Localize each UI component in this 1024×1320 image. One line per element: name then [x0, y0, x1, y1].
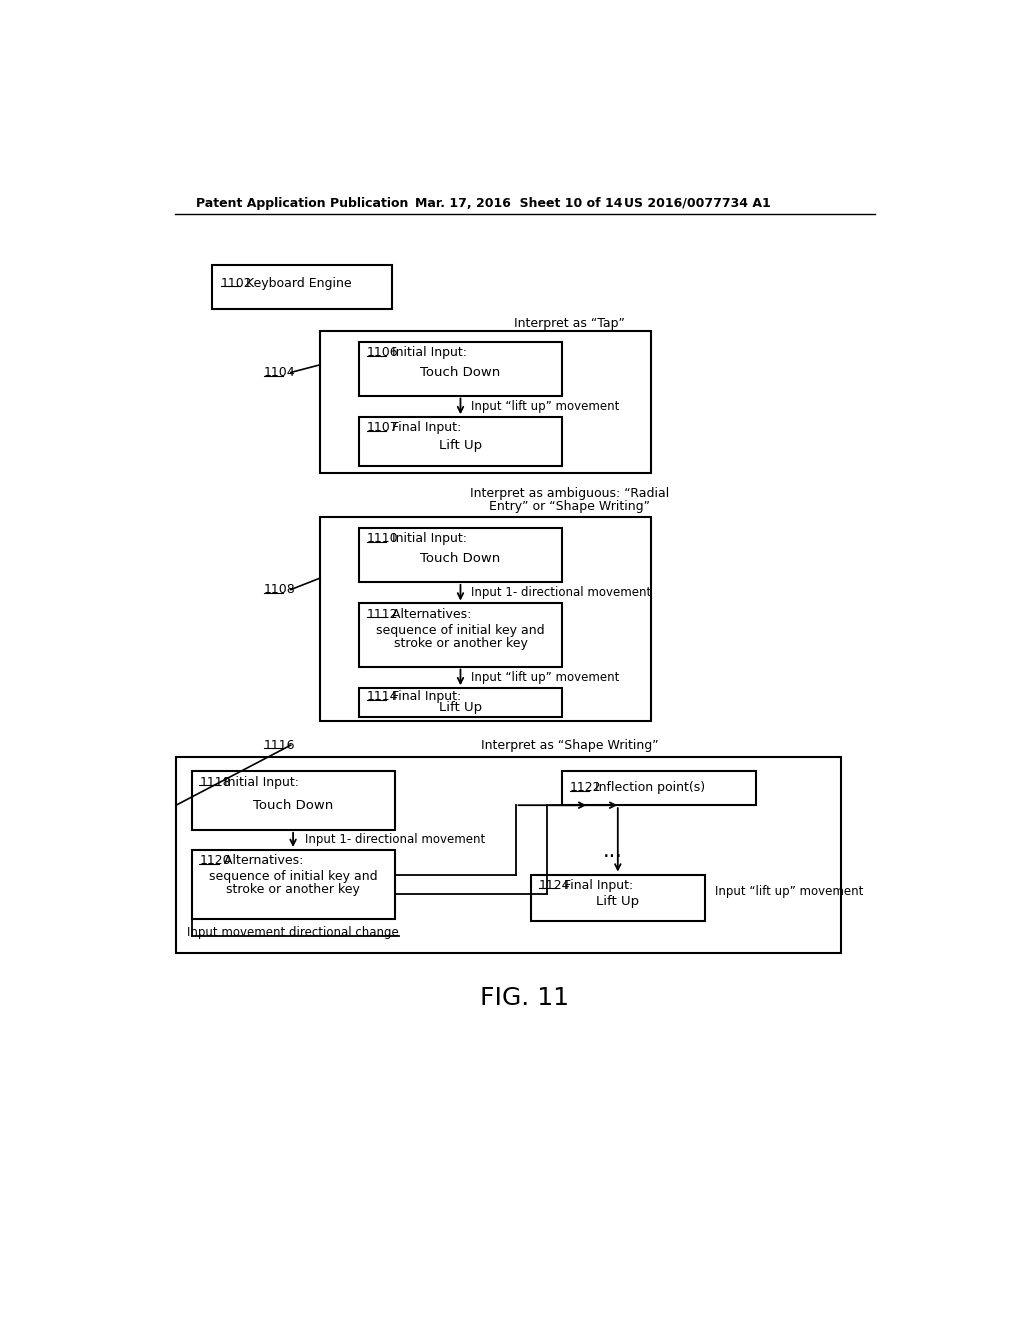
Text: 1108: 1108 — [263, 583, 295, 597]
Bar — [191, 771, 395, 830]
Text: 1114: 1114 — [367, 690, 398, 704]
Text: US 2016/0077734 A1: US 2016/0077734 A1 — [624, 197, 771, 210]
Text: Inflection point(s): Inflection point(s) — [591, 781, 705, 795]
Bar — [212, 264, 391, 309]
Text: Input “lift up” movement: Input “lift up” movement — [471, 400, 620, 413]
Text: Touch Down: Touch Down — [420, 366, 501, 379]
Bar — [321, 517, 651, 721]
Bar — [359, 417, 562, 466]
Text: 1107: 1107 — [367, 421, 398, 434]
Text: Entry” or “Shape Writing”: Entry” or “Shape Writing” — [489, 500, 650, 513]
Text: Initial Input:: Initial Input: — [220, 776, 299, 788]
Text: Final Input:: Final Input: — [388, 690, 461, 704]
Text: Keyboard Engine: Keyboard Engine — [242, 277, 351, 289]
Text: Initial Input:: Initial Input: — [388, 346, 467, 359]
Text: Input “lift up” movement: Input “lift up” movement — [471, 671, 620, 684]
Text: 1110: 1110 — [367, 532, 398, 545]
Bar — [359, 603, 562, 667]
Text: Interpret as ambiguous: “Radial: Interpret as ambiguous: “Radial — [470, 487, 670, 500]
Bar — [191, 850, 395, 919]
Text: ...: ... — [602, 841, 623, 862]
Text: 1116: 1116 — [263, 739, 295, 751]
Text: 1120: 1120 — [200, 854, 231, 867]
Bar — [359, 528, 562, 582]
Text: Lift Up: Lift Up — [439, 440, 482, 453]
Text: 1124: 1124 — [539, 879, 570, 892]
Text: 1106: 1106 — [367, 346, 398, 359]
Text: 1118: 1118 — [200, 776, 231, 788]
Text: Touch Down: Touch Down — [253, 799, 333, 812]
Text: Touch Down: Touch Down — [420, 552, 501, 565]
Text: 1122: 1122 — [569, 781, 601, 795]
Text: 1112: 1112 — [367, 607, 398, 620]
Bar — [176, 758, 841, 953]
Text: Interpret as “Tap”: Interpret as “Tap” — [514, 317, 626, 330]
Bar — [531, 875, 706, 921]
Text: Lift Up: Lift Up — [596, 895, 639, 908]
Text: Initial Input:: Initial Input: — [388, 532, 467, 545]
Text: Mar. 17, 2016  Sheet 10 of 14: Mar. 17, 2016 Sheet 10 of 14 — [415, 197, 623, 210]
Text: stroke or another key: stroke or another key — [393, 638, 527, 649]
Text: Final Input:: Final Input: — [388, 421, 461, 434]
Text: sequence of initial key and: sequence of initial key and — [209, 870, 378, 883]
Text: Interpret as “Shape Writing”: Interpret as “Shape Writing” — [481, 739, 658, 751]
Bar — [359, 342, 562, 396]
Bar — [562, 771, 756, 805]
Text: Input movement directional change: Input movement directional change — [187, 925, 399, 939]
Text: Alternatives:: Alternatives: — [220, 854, 303, 867]
Text: Final Input:: Final Input: — [560, 879, 633, 892]
Bar — [359, 688, 562, 717]
Text: 1102: 1102 — [221, 277, 253, 289]
Text: FIG. 11: FIG. 11 — [480, 986, 569, 1010]
Text: Alternatives:: Alternatives: — [388, 607, 471, 620]
Text: Input “lift up” movement: Input “lift up” movement — [716, 884, 864, 898]
Text: 1104: 1104 — [263, 366, 295, 379]
Text: Input 1- directional movement: Input 1- directional movement — [305, 833, 485, 846]
Bar — [321, 331, 651, 473]
Text: Input 1- directional movement: Input 1- directional movement — [471, 586, 651, 599]
Text: Lift Up: Lift Up — [439, 701, 482, 714]
Text: stroke or another key: stroke or another key — [226, 883, 360, 896]
Text: sequence of initial key and: sequence of initial key and — [376, 624, 545, 638]
Text: Patent Application Publication: Patent Application Publication — [197, 197, 409, 210]
